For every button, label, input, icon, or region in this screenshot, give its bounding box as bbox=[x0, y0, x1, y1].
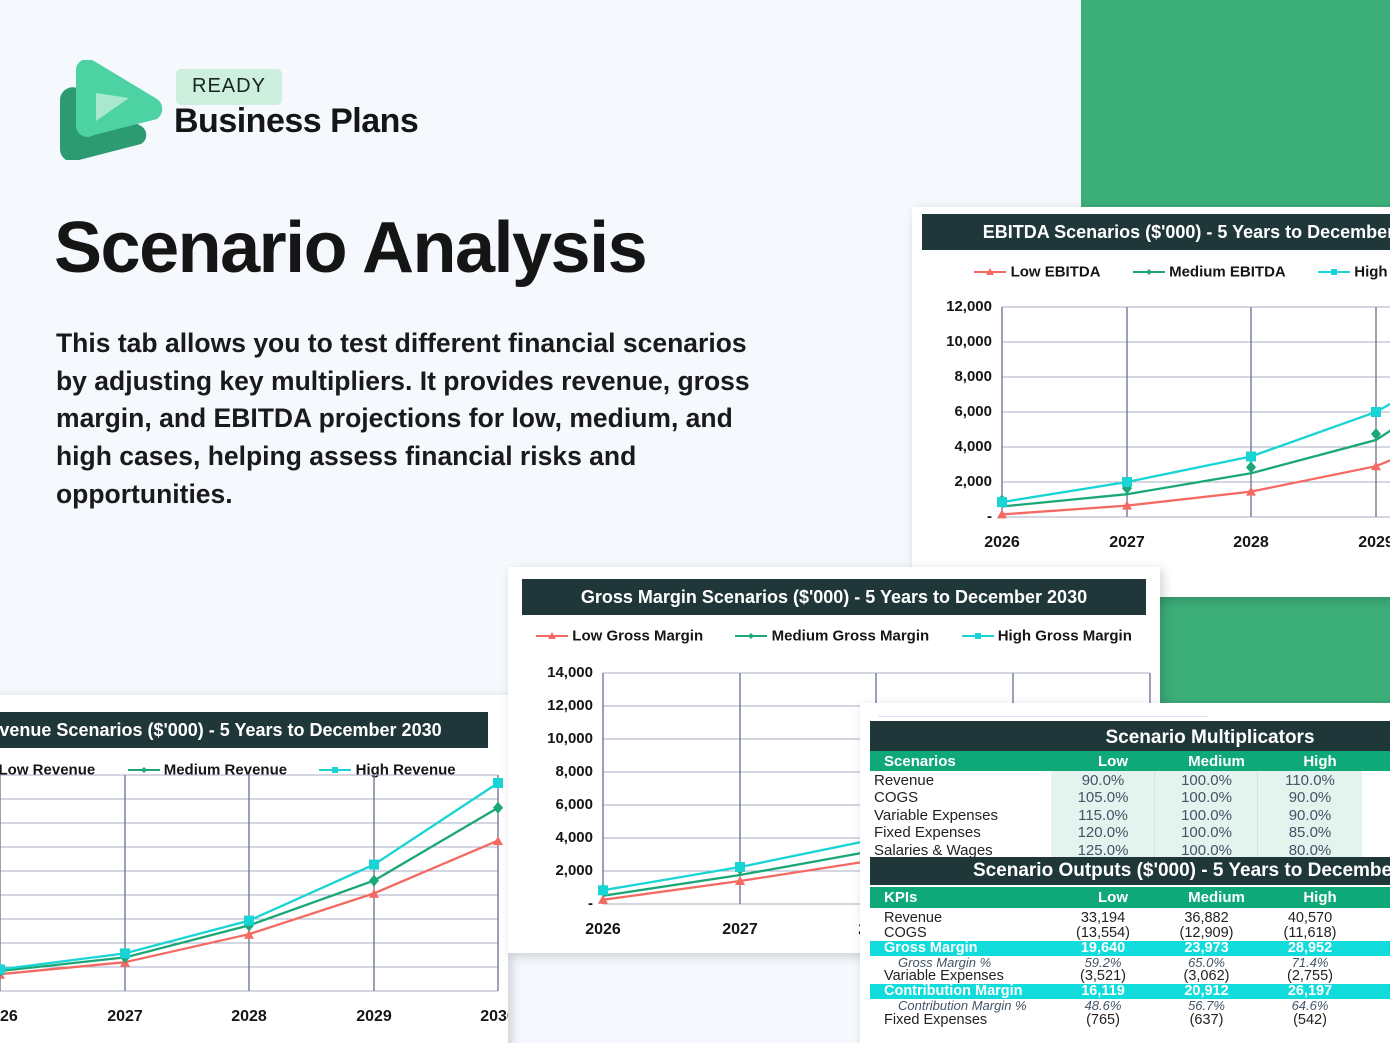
svg-text:2,000: 2,000 bbox=[555, 862, 593, 879]
svg-text:14,000: 14,000 bbox=[547, 664, 593, 681]
svg-text:6,000: 6,000 bbox=[954, 403, 992, 420]
svg-text:2,000: 2,000 bbox=[954, 473, 992, 490]
svg-text:2030: 2030 bbox=[480, 1008, 508, 1025]
svg-text:12,000: 12,000 bbox=[547, 697, 593, 714]
svg-text:-: - bbox=[588, 895, 593, 912]
svg-text:2026: 2026 bbox=[0, 1008, 18, 1025]
svg-text:8,000: 8,000 bbox=[555, 763, 593, 780]
svg-text:2027: 2027 bbox=[722, 921, 758, 938]
svg-text:-: - bbox=[987, 508, 992, 525]
svg-text:2026: 2026 bbox=[585, 921, 621, 938]
svg-text:6,000: 6,000 bbox=[555, 796, 593, 813]
svg-text:8,000: 8,000 bbox=[954, 368, 992, 385]
svg-text:2028: 2028 bbox=[231, 1008, 267, 1025]
svg-text:2029: 2029 bbox=[1358, 534, 1390, 551]
svg-text:2027: 2027 bbox=[1109, 534, 1145, 551]
svg-text:2026: 2026 bbox=[984, 534, 1020, 551]
svg-text:10,000: 10,000 bbox=[946, 333, 992, 350]
svg-text:2029: 2029 bbox=[356, 1008, 392, 1025]
svg-text:12,000: 12,000 bbox=[946, 298, 992, 315]
svg-text:2028: 2028 bbox=[1233, 534, 1269, 551]
svg-text:10,000: 10,000 bbox=[547, 730, 593, 747]
svg-text:4,000: 4,000 bbox=[954, 438, 992, 455]
svg-text:4,000: 4,000 bbox=[555, 829, 593, 846]
svg-text:2027: 2027 bbox=[107, 1008, 143, 1025]
